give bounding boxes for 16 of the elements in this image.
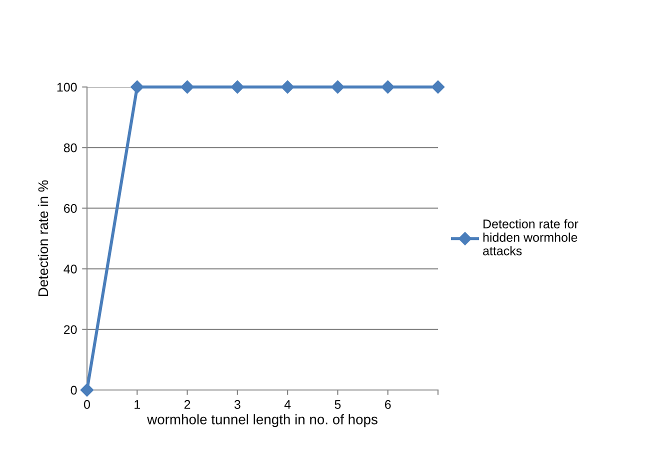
legend-label: Detection rate for hidden wormhole attacks (483, 219, 578, 256)
x-axis-title: wormhole tunnel length in no. of hops (147, 414, 378, 428)
x-tick-label: 5 (334, 400, 341, 409)
y-tick-label: 60 (64, 204, 77, 213)
x-tick-label: 3 (234, 400, 240, 409)
x-tick-label: 0 (84, 400, 90, 409)
x-tick-label: 1 (134, 400, 140, 409)
x-tick-label: 6 (385, 400, 391, 409)
x-tick-label: 4 (284, 400, 291, 409)
y-tick-label: 100 (57, 82, 77, 92)
y-tick-label: 20 (64, 325, 77, 334)
y-axis-title: Detection rate in % (38, 180, 48, 296)
y-tick-label: 80 (64, 143, 77, 152)
y-tick-label: 40 (64, 264, 77, 274)
y-tick-label: 0 (70, 386, 77, 395)
x-tick-label: 2 (184, 400, 190, 409)
